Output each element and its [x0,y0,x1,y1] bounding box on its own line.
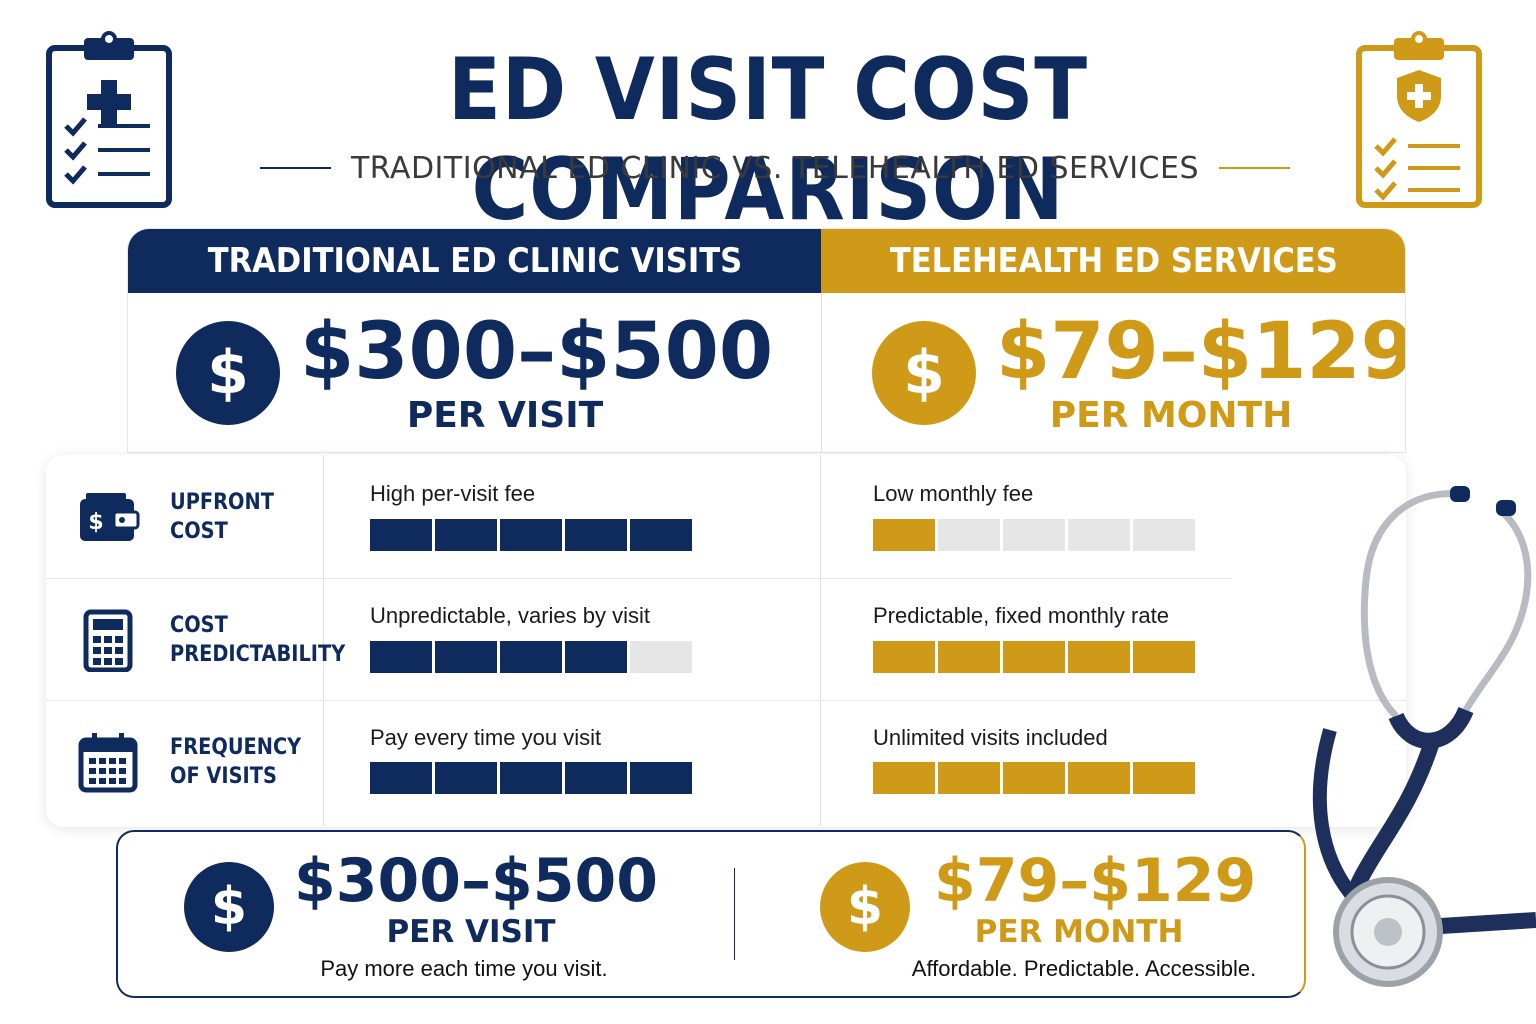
level-segment [1133,641,1195,673]
traditional-column-heading: TRADITIONAL ED CLINIC VISITS [128,229,821,293]
level-segment [873,762,935,794]
level-segment [938,762,1000,794]
traditional-price-unit: PER VISIT [406,395,604,436]
traditional-description: Pay every time you visit [370,725,602,750]
traditional-level-bar [370,519,695,551]
level-segment [370,762,432,794]
subtitle-row: TRADITIONAL ED CLINIC VS. TELEHEALTH ED … [260,148,1290,188]
level-segment [630,762,692,794]
level-segment [1068,762,1130,794]
level-segment [565,519,627,551]
row-upfront-cost: $ UPFRONT COST High per-visit fee Low mon… [46,455,1406,577]
dollar-coin-icon: $ [872,321,976,425]
clipboard-shield-icon [1356,31,1482,208]
calendar-icon [78,733,138,793]
summary-telehealth-unit: PER MONTH [974,914,1184,950]
telehealth-level-bar [873,641,1198,673]
level-segment [1133,519,1195,551]
calculator-icon [83,609,133,672]
page-subtitle: TRADITIONAL ED CLINIC VS. TELEHEALTH ED … [350,150,1200,186]
row-cost-predictability: COST PREDICTABILITY Unpredictable, varies… [46,578,1406,700]
telehealth-description: Low monthly fee [873,481,1034,506]
svg-text:$: $ [88,510,103,535]
level-segment [500,641,562,673]
level-segment [435,641,497,673]
subtitle-rule-right [1219,167,1290,169]
row-divider [46,700,1406,701]
summary-panel: $ $300–$500 PER VISIT Pay more each time… [116,830,1306,998]
clipboard-medical-cross-icon [46,31,172,208]
summary-traditional-price: $300–$500 [294,846,658,916]
column-divider [820,455,821,827]
traditional-price: $300–$500 [300,307,774,397]
level-segment [1003,762,1065,794]
column-divider [821,293,822,452]
level-segment [435,762,497,794]
subtitle-rule-left [260,167,331,169]
dollar-coin-icon: $ [176,321,280,425]
summary-traditional-note: Pay more each time you visit. [320,956,608,981]
telehealth-description: Unlimited visits included [873,725,1108,750]
summary-traditional-unit: PER VISIT [386,914,556,950]
dollar-coin-icon: $ [184,862,274,952]
wallet-icon: $ [80,493,140,541]
comparison-table: $ UPFRONT COST High per-visit fee Low mon… [46,455,1406,827]
price-header-panel: TRADITIONAL ED CLINIC VISITS TELEHEALTH … [127,228,1406,453]
dollar-coin-icon: $ [820,862,910,952]
level-segment [1068,641,1130,673]
level-segment [500,762,562,794]
summary-telehealth-price: $79–$129 [934,846,1257,916]
summary-telehealth-note: Affordable. Predictable. Accessible. [911,956,1257,981]
telehealth-level-bar [873,762,1198,794]
level-segment [435,519,497,551]
telehealth-description: Predictable, fixed monthly rate [873,603,1169,628]
row-label: COST PREDICTABILITY [170,613,346,667]
level-segment [565,641,627,673]
row-divider [46,578,1232,579]
summary-divider [734,868,735,960]
level-segment [1133,762,1195,794]
level-segment [873,641,935,673]
stethoscope-icon [1312,486,1536,987]
row-label: UPFRONT COST [170,490,274,544]
page-title: ED VISIT COST COMPARISON [448,40,1088,240]
level-segment [938,519,1000,551]
level-segment [500,519,562,551]
level-segment [565,762,627,794]
level-segment [873,519,935,551]
level-segment [630,519,692,551]
row-frequency-of-visits: FREQUENCY OF VISITS Pay every time you vi… [46,700,1406,822]
row-label: FREQUENCY OF VISITS [170,735,302,789]
level-segment [1003,519,1065,551]
traditional-description: Unpredictable, varies by visit [370,603,651,628]
label-divider [323,455,324,827]
telehealth-price: $79–$129 [996,307,1406,397]
traditional-level-bar [370,641,695,673]
traditional-description: High per-visit fee [370,481,536,506]
level-segment-partial-fill [630,641,649,673]
level-segment [938,641,1000,673]
level-segment [370,519,432,551]
level-segment [1068,519,1130,551]
telehealth-level-bar [873,519,1198,551]
telehealth-price-unit: PER MONTH [1049,395,1293,436]
level-segment [1003,641,1065,673]
traditional-level-bar [370,762,695,794]
level-segment [630,641,692,673]
telehealth-column-heading: TELEHEALTH ED SERVICES [821,229,1405,293]
level-segment [370,641,432,673]
